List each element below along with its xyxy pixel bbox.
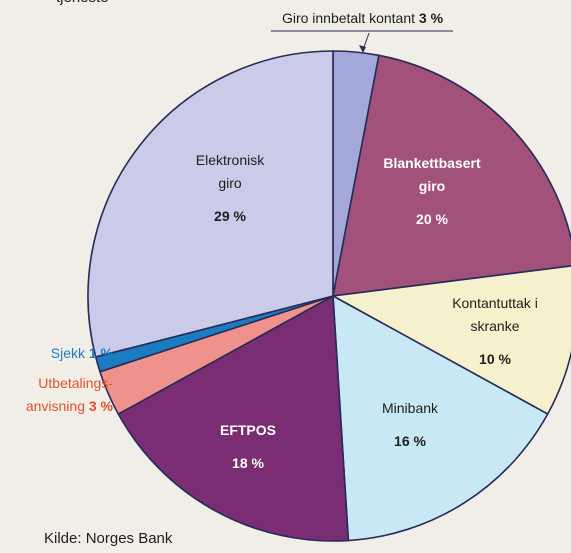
source: Kilde: Norges Bank [44,530,173,547]
spacer [170,195,290,205]
slice-name: Sjekk [50,345,85,361]
slice-label: Giro innbetalt kontant 3 % [272,7,453,30]
spacer [188,442,308,452]
slice-value: 3 % [88,398,113,414]
spacer [350,420,470,430]
pie-slice [332,265,571,415]
slice-value: 10 % [479,351,511,367]
slice-value: 1 % [88,345,113,361]
slice-value: 3 % [418,10,444,26]
spacer [372,198,492,208]
slice-label: EFTPOS 18 % [188,419,308,475]
pie-slice [332,295,549,542]
slice-label: Minibank 16 % [350,397,470,453]
slice-name: Utbetalings- anvisning [25,375,113,414]
slice-label: Sjekk 1 % [0,342,113,365]
slice-label: Elektronisk giro 29 % [170,149,290,228]
slice-name: EFTPOS [219,422,276,438]
slice-value: 20 % [416,211,448,227]
slice-label: Blankettbasert giro 20 % [372,152,492,231]
slice-name: Giro innbetalt kontant [281,10,416,26]
slice-label: Kontantuttak i skranke 10 % [430,292,560,371]
pie-slice [117,295,350,542]
slice-name: Blankettbasert giro [383,155,481,194]
pie-slice [87,50,334,358]
leader-arrow [359,45,366,53]
slice-name: Kontantuttak i skranke [452,295,538,334]
pie-slice [332,54,571,297]
slice-label: Utbetalings- anvisning 3 % [0,372,113,418]
slice-name: Elektronisk giro [195,152,265,191]
slice-value: 29 % [214,208,246,224]
slice-value: 18 % [232,455,264,471]
slice-name: Minibank [381,400,439,416]
spacer [430,338,560,348]
slice-value: 16 % [394,433,426,449]
chart-title: tjeneste [56,0,109,6]
